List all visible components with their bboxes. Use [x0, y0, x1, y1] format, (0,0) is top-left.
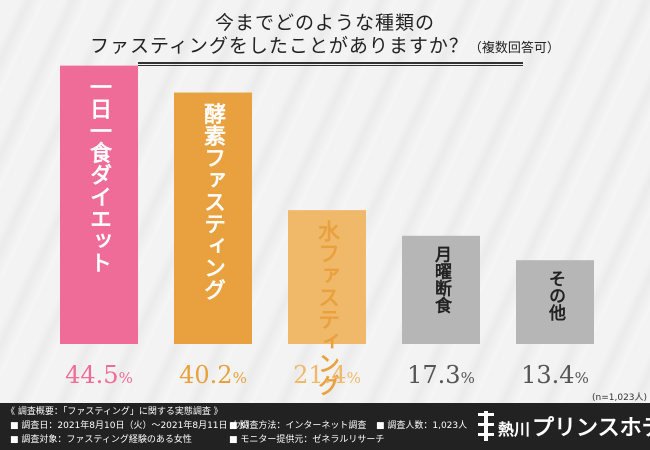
survey-count: ■ 調査人数：1,023人 — [376, 421, 468, 431]
bar-1 — [60, 65, 138, 344]
value-label-1: 44.5% — [65, 361, 133, 389]
bar-3 — [288, 210, 366, 344]
logo-mark-icon — [478, 411, 494, 441]
bar-2 — [174, 92, 252, 345]
title-line-1: 今までどのような種類の — [214, 12, 435, 34]
chart-title: 今までどのような種類の ファスティングをしたことがありますか？（複数回答可） — [0, 12, 650, 66]
value-label-5: 13.4% — [521, 361, 589, 389]
category-label-2: 酵素ファスティング — [200, 102, 226, 301]
hotel-logo: 熱川プリンスホテル — [478, 408, 650, 444]
survey-heading: 《 調査概要：「ファスティング」に関する実態調査 》 — [6, 407, 223, 417]
category-label-3: 水ファスティング — [314, 220, 340, 396]
survey-target: ■ 調査対象：ファスティング経験のある女性 — [10, 435, 192, 445]
survey-provider: ■ モニター提供元：ゼネラルリサーチ — [229, 435, 385, 445]
survey-footer: 《 調査概要：「ファスティング」に関する実態調査 》 ■ 調査日：2021年8月… — [0, 403, 650, 450]
title-note: （複数回答可） — [468, 41, 560, 56]
value-label-4: 17.3% — [407, 361, 475, 389]
value-label-3: 21.4% — [293, 361, 361, 389]
title-line-2: ファスティングをしたことがありますか？（複数回答可） — [0, 35, 650, 60]
title-question: ファスティングをしたことがありますか？ — [90, 35, 469, 57]
logo-name: プリンスホテル — [532, 415, 650, 441]
category-label-5: その他 — [545, 270, 567, 321]
survey-date: ■ 調査日：2021年8月10日（火）〜2021年8月11日（水） — [10, 421, 255, 431]
bar-chart: 一日一食ダイエット 44.5% 酵素ファスティング 40.2% 水ファスティング21.4… — [60, 65, 594, 396]
sample-size-note: (n=1,023人) — [592, 393, 648, 403]
title-underline-thin — [138, 65, 523, 66]
logo-text: 熱川プリンスホテル — [498, 410, 650, 442]
bar-5 — [516, 260, 594, 344]
category-label-1: 一日一食ダイエット — [86, 76, 112, 274]
survey-method: ■ 調査方法：インターネット調査 — [229, 421, 367, 431]
category-label-4: 月曜断食 — [431, 246, 453, 315]
bar-4 — [402, 235, 480, 344]
logo-place: 熱川 — [498, 420, 531, 439]
title-underline — [138, 62, 523, 64]
value-label-2: 40.2% — [179, 361, 247, 389]
